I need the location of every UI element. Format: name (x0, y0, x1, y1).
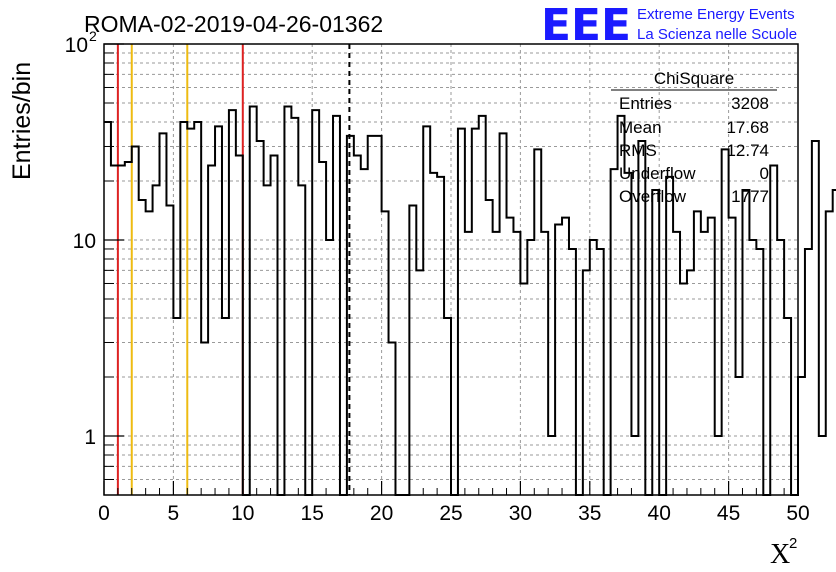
grid-lines (104, 44, 798, 495)
y-axis-label: Entries/bin (8, 62, 36, 180)
histogram-bins (104, 105, 836, 496)
stats-label: Entries (619, 94, 672, 113)
stats-label: Underflow (619, 164, 696, 183)
x-tick-label: 15 (301, 502, 324, 525)
histogram-outline (104, 105, 836, 496)
chart-title: ROMA-02-2019-04-26-01362 (84, 11, 383, 37)
x-tick-label: 35 (578, 502, 601, 525)
stats-value: 1777 (731, 187, 769, 206)
x-tick-label: 45 (717, 502, 740, 525)
x-tick-label: 5 (168, 502, 180, 525)
x-tick-label: 40 (648, 502, 671, 525)
y-tick-label: 10 (65, 34, 88, 57)
x-tick-label: 30 (509, 502, 532, 525)
y-tick-label-superscript: 2 (89, 28, 97, 44)
x-tick-label: 10 (231, 502, 254, 525)
stats-value: 0 (760, 164, 769, 183)
eee-logo-letters: EEE (541, 0, 631, 51)
vertical-markers (116, 44, 351, 495)
y-tick-label: 10 (73, 230, 96, 253)
x-tick-label: 20 (370, 502, 393, 525)
eee-logo-line1: Extreme Energy Events (637, 6, 795, 23)
x-tick-label: 0 (98, 502, 110, 525)
stats-value: 3208 (731, 94, 769, 113)
stats-box: ChiSquare Entries 3208 Mean 17.68 RMS 12… (611, 69, 777, 206)
x-axis-label: X (770, 539, 790, 570)
eee-logo: EEE Extreme Energy Events La Scienza nel… (541, 0, 797, 51)
eee-logo-line2: La Scienza nelle Scuole (637, 26, 797, 43)
stats-value: 12.74 (726, 141, 769, 160)
x-tick-label: 25 (439, 502, 462, 525)
stats-label: Overflow (619, 187, 687, 206)
stats-title: ChiSquare (654, 69, 734, 88)
x-tick-label: 50 (786, 502, 809, 525)
stats-label: Mean (619, 118, 662, 137)
x-axis-label-superscript: 2 (789, 535, 797, 552)
y-tick-label: 1 (84, 426, 96, 449)
stats-value: 17.68 (726, 118, 769, 137)
stats-label: RMS (619, 141, 657, 160)
